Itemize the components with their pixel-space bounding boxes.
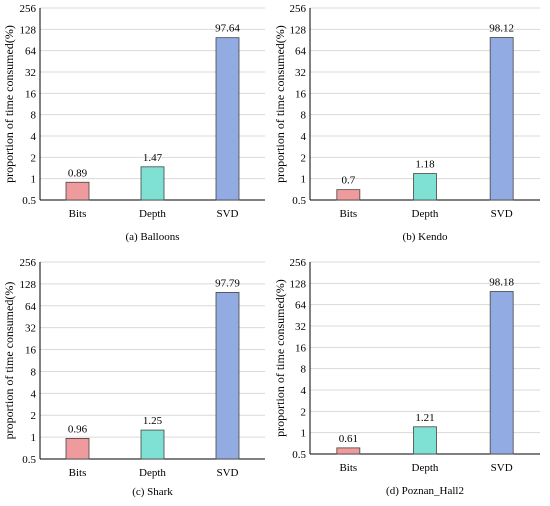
bar-depth (140, 166, 165, 201)
y-tick-label: 128 (290, 278, 307, 290)
x-tick-label: Depth (139, 208, 166, 220)
x-tick-label: Depth (139, 467, 166, 479)
y-tick-label: 16 (25, 345, 37, 357)
chart-panel-3: 0.5 1 2 4 8 16 32 64 128 256 0.96 Bits 1.25 Depth 97.7… (2, 257, 265, 498)
y-tick-label: 256 (20, 3, 37, 15)
y-axis-label: proportion of time consumed(%) (273, 25, 287, 183)
y-tick-label: 0.5 (292, 449, 306, 461)
bar-depth (413, 426, 437, 455)
x-tick-label: Depth (412, 208, 439, 220)
data-label: 1.21 (415, 412, 434, 424)
chart-caption: (a) Balloons (125, 231, 179, 243)
y-tick-label: 256 (290, 3, 307, 15)
data-label: 98.12 (489, 23, 514, 35)
y-tick-label: 4 (31, 388, 37, 400)
y-axis-label: proportion of time consumed(%) (273, 279, 287, 437)
x-tick-label: SVD (491, 462, 513, 474)
chart-panel-4: 0.5 1 2 4 8 16 32 64 128 256 0.61 Bits 1.21 Depth 98.1… (273, 257, 540, 497)
y-tick-label: 4 (301, 131, 307, 143)
y-tick-label: 64 (25, 46, 37, 58)
bar-bits (65, 438, 90, 460)
bar-bits (336, 447, 361, 455)
bar-svd (489, 37, 514, 201)
y-axis-label: proportion of time consumed(%) (2, 25, 16, 183)
y-tick-label: 0.5 (22, 195, 36, 207)
x-tick-label: SVD (216, 208, 238, 220)
y-tick-label: 16 (295, 88, 307, 100)
y-tick-label: 1 (31, 432, 37, 444)
x-tick-label: Bits (69, 467, 87, 479)
data-label: 98.18 (489, 276, 514, 288)
bar-bits (336, 189, 361, 201)
y-tick-label: 128 (290, 24, 307, 36)
y-tick-label: 8 (301, 364, 307, 376)
y-tick-label: 256 (290, 257, 307, 269)
chart-panel-2: 0.5 1 2 4 8 16 32 64 128 256 0.7 Bits 1.18 Depth 98.12… (273, 3, 540, 243)
data-label: 1.18 (415, 159, 435, 171)
y-tick-label: 16 (295, 342, 307, 354)
y-tick-label: 1 (31, 174, 37, 186)
y-tick-label: 2 (31, 152, 37, 164)
y-tick-label: 32 (295, 67, 306, 79)
y-tick-label: 4 (301, 385, 307, 397)
y-tick-label: 1 (301, 174, 307, 186)
y-tick-label: 1 (301, 428, 307, 440)
bar-depth (413, 173, 437, 201)
data-label: 97.64 (215, 23, 240, 35)
y-tick-label: 64 (295, 46, 307, 58)
data-label: 0.61 (339, 433, 358, 445)
y-tick-label: 4 (31, 131, 37, 143)
y-tick-label: 32 (25, 323, 36, 335)
y-tick-label: 32 (295, 321, 306, 333)
y-tick-label: 64 (25, 301, 37, 313)
x-tick-label: Depth (412, 462, 439, 474)
data-label: 0.96 (68, 423, 88, 435)
data-label: 0.7 (341, 175, 355, 187)
data-label: 0.89 (68, 167, 88, 179)
y-tick-label: 128 (20, 279, 37, 291)
y-tick-label: 2 (301, 406, 307, 418)
bar-svd (215, 291, 240, 460)
data-label: 1.25 (143, 415, 163, 427)
y-tick-label: 16 (25, 88, 37, 100)
y-tick-label: 256 (20, 257, 37, 269)
bar-svd (489, 291, 514, 455)
bar-bits (65, 181, 90, 201)
y-tick-label: 8 (31, 366, 37, 378)
x-tick-label: SVD (216, 467, 238, 479)
y-tick-label: 2 (301, 152, 307, 164)
chart-caption: (d) Poznan_Hall2 (386, 485, 464, 497)
chart-caption: (c) Shark (132, 486, 173, 498)
y-tick-label: 8 (301, 110, 307, 122)
chart-caption: (b) Kendo (403, 231, 448, 243)
y-tick-label: 64 (295, 300, 307, 312)
bar-svd (215, 37, 240, 201)
data-label: 1.47 (143, 152, 163, 164)
bar-depth (140, 429, 165, 460)
data-label: 97.79 (215, 277, 240, 289)
y-tick-label: 128 (20, 24, 37, 36)
y-tick-label: 2 (31, 410, 37, 422)
y-tick-label: 0.5 (292, 195, 306, 207)
x-tick-label: Bits (339, 208, 357, 220)
x-tick-label: Bits (69, 208, 87, 220)
x-tick-label: SVD (491, 208, 513, 220)
x-tick-label: Bits (339, 462, 357, 474)
y-tick-label: 8 (31, 110, 37, 122)
y-axis-label: proportion of time consumed(%) (2, 282, 16, 440)
y-tick-label: 32 (25, 67, 36, 79)
y-tick-label: 0.5 (22, 454, 36, 466)
chart-panel-1: 0.5 1 2 4 8 16 32 64 128 256 0.89 Bits 1.47 Depth 97.6… (2, 3, 265, 243)
